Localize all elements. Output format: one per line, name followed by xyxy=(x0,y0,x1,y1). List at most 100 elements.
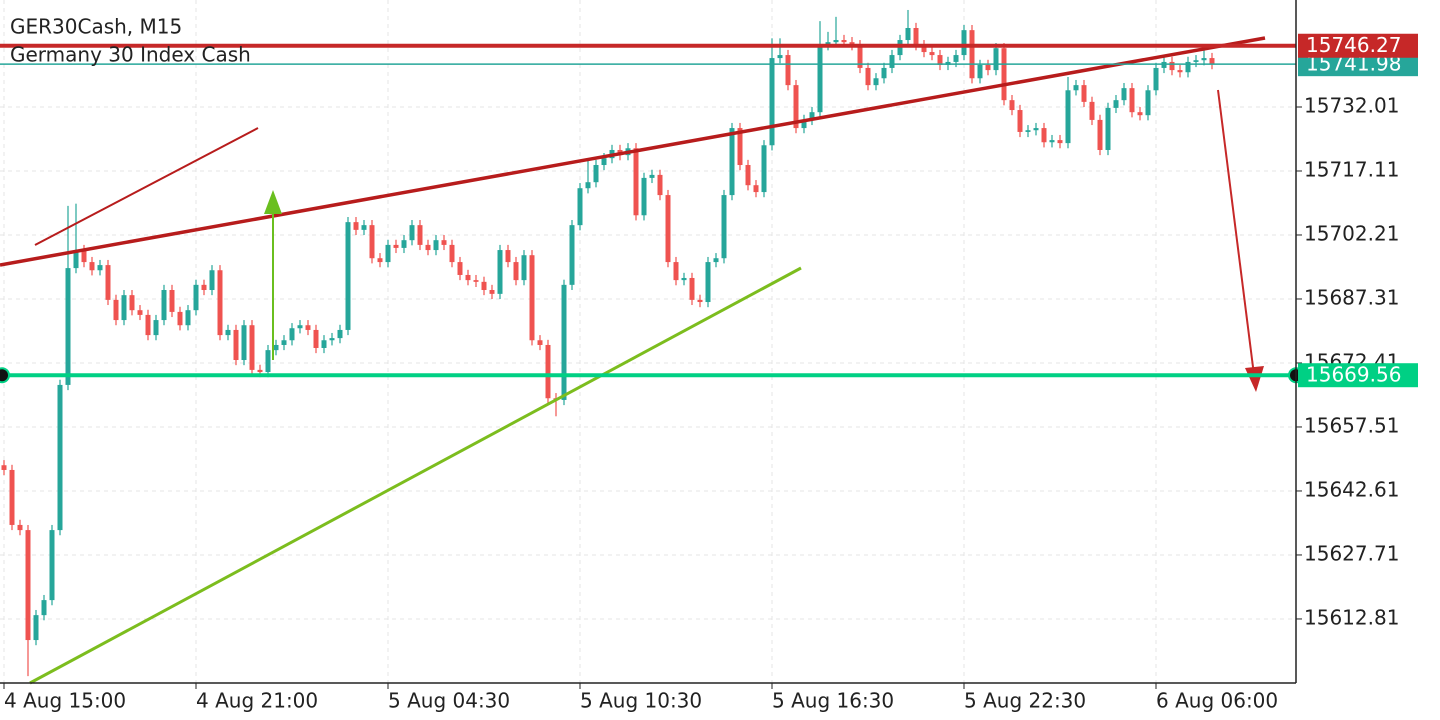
candle-body xyxy=(217,270,223,336)
candle-body xyxy=(497,250,503,294)
candle-body xyxy=(313,329,319,348)
candle-body xyxy=(105,265,111,300)
candle-body xyxy=(1097,119,1103,150)
candle-body xyxy=(401,240,407,248)
y-tick-label: 15687.31 xyxy=(1304,285,1399,309)
y-tick-label: 15612.81 xyxy=(1304,605,1399,629)
arrow-head xyxy=(264,190,282,214)
candle-body xyxy=(153,320,159,336)
candle-body xyxy=(1025,130,1031,132)
candle-body xyxy=(697,299,703,303)
x-tick-label: 6 Aug 06:00 xyxy=(1156,689,1278,713)
candle-body xyxy=(913,28,919,46)
candle-body xyxy=(321,340,327,348)
candle-body xyxy=(721,195,727,259)
candle-body xyxy=(113,299,119,321)
candle-body xyxy=(1009,100,1015,111)
y-tick-label: 15627.71 xyxy=(1304,541,1399,565)
candle-body xyxy=(249,325,255,370)
candle-body xyxy=(569,225,575,285)
candle-body xyxy=(81,250,87,263)
candle-body xyxy=(9,469,15,525)
candle-body xyxy=(49,530,55,601)
candle-body xyxy=(825,42,831,46)
candle-body xyxy=(817,45,823,113)
candle-body xyxy=(1057,140,1063,144)
candle-body xyxy=(241,325,247,361)
candle-body xyxy=(145,314,151,336)
candle-body xyxy=(841,40,847,43)
candle-body xyxy=(1161,61,1167,68)
candle-body xyxy=(809,112,815,120)
candle-body xyxy=(689,277,695,300)
candle-body xyxy=(545,344,551,399)
candle-body xyxy=(201,284,207,291)
price-lines xyxy=(0,43,1304,384)
candle-body xyxy=(393,244,399,248)
candle-body xyxy=(977,64,983,79)
candle-body xyxy=(137,310,143,315)
candle-body xyxy=(481,281,487,291)
candle-body xyxy=(953,55,959,62)
candle-body xyxy=(881,67,887,79)
candle-body xyxy=(1001,48,1007,101)
candle-body xyxy=(441,240,447,245)
candle-body xyxy=(193,284,199,311)
candle-body xyxy=(889,55,895,68)
candle-body xyxy=(593,165,599,183)
price-label-box xyxy=(1298,33,1418,58)
candle-body xyxy=(513,262,519,281)
candle-body xyxy=(753,185,759,193)
candle-body xyxy=(1113,100,1119,108)
candle-body xyxy=(561,284,567,400)
candle-body xyxy=(185,310,191,326)
candle-body xyxy=(225,329,231,336)
candle-body xyxy=(17,524,23,531)
candle-body xyxy=(737,128,743,166)
candle-body xyxy=(297,325,303,329)
candle-body xyxy=(1081,85,1087,102)
price-label-box xyxy=(1298,52,1418,77)
candle-body xyxy=(1049,140,1055,143)
x-tick-label: 4 Aug 15:00 xyxy=(4,689,126,713)
candle-body xyxy=(257,369,263,373)
candle-body xyxy=(409,225,415,241)
x-tick-label: 5 Aug 16:30 xyxy=(772,689,894,713)
candle-body xyxy=(937,55,943,65)
candle-body xyxy=(1193,60,1199,62)
candle-body xyxy=(57,384,63,531)
candle-body xyxy=(681,277,687,281)
candle-body xyxy=(233,329,239,361)
candle-body xyxy=(857,45,863,68)
candle-body xyxy=(97,265,103,271)
candle-body xyxy=(641,177,647,216)
candle-body xyxy=(577,188,583,226)
labels: 15612.8115627.7115642.6115657.5115672.41… xyxy=(3,33,1418,713)
y-tick-label: 15717.11 xyxy=(1304,157,1399,181)
candle-body xyxy=(305,325,311,330)
candle-body xyxy=(209,270,215,291)
candle-body xyxy=(353,222,359,230)
candle-body xyxy=(1169,61,1175,71)
candle-body xyxy=(1,465,7,470)
candle-body xyxy=(361,225,367,230)
candle-body xyxy=(1033,128,1039,131)
candle-body xyxy=(1201,58,1207,61)
trend-line xyxy=(34,127,259,246)
candle-body xyxy=(505,250,511,263)
candle-body xyxy=(489,290,495,294)
candle-body xyxy=(1041,128,1047,143)
candle-body xyxy=(761,145,767,193)
candle-body xyxy=(673,262,679,281)
candle-body xyxy=(769,58,775,146)
candle-body xyxy=(665,195,671,263)
candle-body xyxy=(1129,88,1135,113)
candle-body xyxy=(65,268,71,385)
y-tick-label: 15732.01 xyxy=(1304,93,1399,117)
candles xyxy=(1,9,1215,677)
candle-body xyxy=(649,174,655,178)
candle-body xyxy=(465,274,471,281)
candle-body xyxy=(1185,61,1191,73)
line-handle xyxy=(0,367,10,384)
